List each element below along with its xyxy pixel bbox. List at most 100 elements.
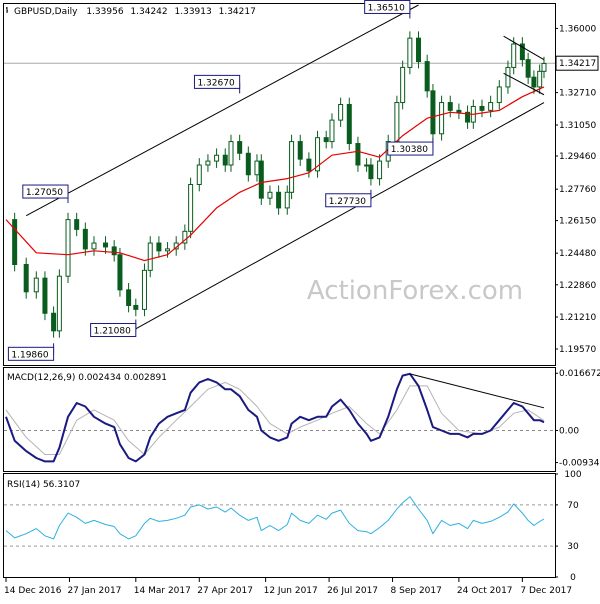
annotation-box — [325, 193, 372, 208]
macd-tick-label: 0.016672 — [559, 369, 600, 379]
candle-body — [276, 191, 282, 209]
candle-body — [416, 37, 422, 63]
candle-body — [33, 277, 39, 293]
candle-body — [329, 119, 335, 143]
candle-body — [439, 102, 445, 135]
annotation-label: 1.36510 — [364, 0, 411, 19]
candle-body — [289, 141, 295, 193]
candle-body — [237, 141, 243, 154]
candle-body — [182, 230, 188, 244]
candle-body — [407, 37, 413, 68]
candle-body — [205, 160, 211, 166]
candle-body — [297, 141, 303, 160]
candle-body — [541, 63, 547, 72]
macd-panel-frame — [3, 367, 556, 472]
annotation-text: 1.27730 — [329, 197, 366, 207]
annotation-label: 1.27050 — [22, 184, 69, 204]
annotation-label: 1.32670 — [193, 74, 241, 94]
rsi-tick-label: 70 — [567, 501, 579, 511]
price-tick-label: 1.26150 — [559, 217, 596, 227]
candle-body — [117, 254, 123, 291]
candle-body — [346, 104, 352, 145]
last-price-tag-label: 1.34217 — [559, 59, 596, 69]
candle-body — [156, 242, 162, 252]
macd-trendline — [409, 373, 545, 409]
macd-layer — [4, 372, 555, 463]
watermark: ActionForex.com — [307, 276, 523, 306]
price-title: GBPUSD,Daily 1.33956 1.34242 1.33913 1.3… — [6, 7, 256, 17]
time-tick-label: 27 Jan 2017 — [67, 586, 121, 596]
candle-body — [505, 66, 511, 88]
price-tick-label: 1.32710 — [559, 89, 596, 99]
price-tick-label: 1.21210 — [559, 313, 596, 323]
candle-body — [222, 154, 228, 166]
annotation-box — [364, 0, 411, 14]
price-series-layer: 1.19860 1.27050 1.21080 1.32670 1.27730 1.365… — [4, 0, 555, 361]
rsi-title: RSI(14) 56.3107 — [7, 480, 80, 490]
candle-body — [165, 248, 171, 252]
candle-body — [196, 164, 202, 186]
macd-signal-line — [5, 381, 545, 455]
price-tick-label: 1.29460 — [559, 152, 596, 162]
price-tick-label: 1.31050 — [559, 121, 596, 131]
candle-body — [496, 86, 502, 104]
candle-body — [394, 102, 400, 143]
annotation-label: 1.30380 — [387, 138, 434, 156]
candle-body — [111, 246, 117, 256]
candle-body — [465, 111, 471, 123]
time-tick-label: 7 Dec 2017 — [520, 586, 572, 596]
candle-body — [511, 43, 517, 68]
svg-text:GBPUSD,Daily 1.33956: GBPUSD,Daily 1.33956 1.34242 1.33913 1.3… — [14, 7, 256, 17]
candle-body — [258, 160, 264, 199]
candle-body — [214, 154, 220, 162]
time-tick-label: 8 Sep 2017 — [391, 586, 442, 596]
macd-main-line — [5, 372, 545, 463]
candle-body — [188, 184, 194, 232]
channel-lower-line — [128, 102, 545, 334]
ohlc-low: 1.33913 — [175, 7, 212, 17]
candle-body — [254, 160, 260, 176]
price-tick-label: 1.27760 — [559, 185, 596, 195]
moving-average-line — [5, 86, 545, 262]
candle-body — [323, 137, 329, 143]
macd-axis: 0.016672 0.00 -0.009345 — [555, 369, 600, 469]
channel-upper-line — [25, 4, 419, 217]
candle-body — [355, 143, 361, 166]
candle-body — [306, 158, 312, 172]
price-panel-frame — [3, 3, 556, 366]
candle-body — [141, 269, 147, 310]
candle-body — [531, 76, 537, 88]
rsi-line — [5, 496, 545, 540]
annotation-box — [7, 346, 55, 361]
time-tick-label: 14 Dec 2016 — [4, 586, 62, 596]
candle-body — [91, 242, 97, 250]
candle-body — [65, 219, 71, 277]
last-price-tag — [555, 55, 599, 71]
ohlc-high: 1.34242 — [130, 7, 167, 17]
annotation-text: 1.19860 — [11, 350, 48, 360]
candle-body — [133, 304, 139, 310]
time-tick-label: 26 Jul 2017 — [327, 586, 378, 596]
price-tick-label: 1.36000 — [559, 24, 596, 34]
time-tick-label: 24 Oct 2017 — [457, 586, 513, 596]
time-tick-label: 12 Jun 2017 — [264, 586, 318, 596]
candle-body — [245, 152, 251, 176]
candle-body — [284, 191, 290, 209]
annotation-text: 1.36510 — [368, 3, 405, 13]
candle-body — [338, 104, 344, 121]
annotation-label: 1.27730 — [325, 189, 372, 208]
candle-body — [424, 61, 430, 92]
annotation-box — [90, 323, 137, 338]
time-tick-label: 14 Mar 2017 — [134, 586, 191, 596]
rsi-layer — [4, 496, 555, 547]
time-axis: 14 Dec 2016 27 Jan 2017 14 Mar 2017 27 Apr … — [4, 578, 572, 596]
wedge-upper-line — [503, 35, 545, 61]
annotation-text: 1.21080 — [94, 327, 131, 337]
macd-title: MACD(12,26,9) 0.002434 0.002891 — [7, 373, 167, 383]
rsi-tick-label: 100 — [564, 470, 581, 480]
candle-body — [82, 228, 88, 250]
candle-body — [525, 59, 531, 78]
candle-body — [456, 109, 462, 113]
